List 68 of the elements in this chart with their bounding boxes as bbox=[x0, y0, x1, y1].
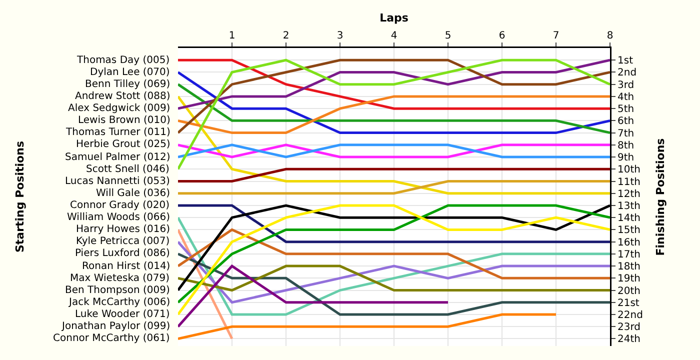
series-label: Scott Snell (046) bbox=[86, 164, 170, 175]
x-tick-label: 2 bbox=[282, 30, 290, 42]
y2-tick-label: 20th bbox=[618, 286, 640, 297]
series-label: Benn Tilley (069) bbox=[85, 79, 170, 90]
y2-tick-label: 7th bbox=[618, 128, 634, 140]
y2-tick-label: 24th bbox=[618, 334, 640, 346]
x-tick-label: 8 bbox=[606, 30, 614, 42]
x-tick-label: 4 bbox=[390, 30, 398, 42]
y2-tick-label: 15th bbox=[618, 225, 640, 236]
y2-tick-label: 3rd bbox=[618, 80, 634, 91]
line-series bbox=[178, 58, 610, 134]
y2-tick-label: 16th bbox=[618, 237, 640, 248]
series-label: Lucas Nannetti (053) bbox=[65, 176, 170, 187]
y2-tick-label: 6th bbox=[618, 116, 634, 128]
x-tick-label: 1 bbox=[228, 30, 236, 42]
series-label: Connor Grady (020) bbox=[70, 200, 170, 211]
y2-tick-label: 1st bbox=[618, 56, 634, 67]
series-label: Herbie Grout (025) bbox=[76, 139, 170, 150]
x-tick-label: 3 bbox=[336, 30, 344, 42]
series-label: Piers Luxford (086) bbox=[75, 248, 170, 259]
series-label: Dylan Lee (070) bbox=[90, 67, 170, 78]
series-label: Ronan Hirst (014) bbox=[82, 261, 170, 272]
y2-tick-label: 18th bbox=[618, 262, 640, 273]
series-label: William Woods (066) bbox=[67, 212, 170, 223]
y2-tick-label: 13th bbox=[618, 200, 640, 212]
series-label: Samuel Palmer (012) bbox=[65, 152, 170, 163]
y2-tick-label: 4th bbox=[618, 92, 634, 103]
series-label: Lewis Brown (010) bbox=[78, 115, 170, 126]
series-label: Jonathan Paylor (099) bbox=[61, 321, 170, 332]
y2-tick-label: 8th bbox=[618, 140, 634, 152]
series-label: Thomas Day (005) bbox=[76, 55, 170, 66]
y2-tick-label: 19th bbox=[618, 274, 640, 285]
series-label: Will Gale (036) bbox=[96, 188, 170, 199]
line-series bbox=[178, 58, 610, 110]
y2-tick-label: 11th bbox=[618, 176, 640, 188]
series-label: Kyle Petricca (007) bbox=[76, 236, 170, 247]
series-label: Andrew Stott (088) bbox=[75, 91, 170, 102]
x-tick-label: 5 bbox=[444, 30, 452, 42]
y2-tick-label: 2nd bbox=[618, 68, 637, 79]
y2-tick-label: 21st bbox=[618, 298, 640, 309]
series-label: Jack McCarthy (006) bbox=[68, 297, 170, 308]
x-axis-title: Laps bbox=[380, 11, 409, 24]
text: Starting Positions bbox=[14, 140, 26, 252]
y2-tick-label: 14th bbox=[618, 213, 640, 224]
line-series bbox=[178, 95, 610, 195]
y2-tick-label: 5th bbox=[618, 104, 634, 116]
y2-tick-label: 17th bbox=[618, 249, 640, 260]
line-series bbox=[178, 58, 610, 170]
x-tick-label: 6 bbox=[498, 30, 506, 42]
line-series bbox=[178, 252, 610, 316]
y2-tick-label: 10th bbox=[618, 164, 640, 176]
series-label: Harry Howes (016) bbox=[76, 224, 170, 235]
series-label: Thomas Turner (011) bbox=[65, 127, 170, 138]
series-label: Alex Sedgwick (009) bbox=[68, 103, 170, 114]
y2-tick-label: 12th bbox=[618, 188, 640, 200]
series-label: Ben Thompson (009) bbox=[65, 285, 170, 296]
line-series bbox=[178, 228, 610, 280]
series-label: Max Wieteska (079) bbox=[70, 273, 170, 284]
x-tick-label: 7 bbox=[552, 30, 560, 42]
y2-tick-label: 9th bbox=[618, 152, 634, 164]
y2-axis-title: Finishing Positions bbox=[654, 138, 667, 256]
y2-tick-label: 22nd bbox=[618, 310, 643, 321]
line-series bbox=[178, 240, 610, 304]
y2-tick-label: 23rd bbox=[618, 322, 641, 334]
line-series bbox=[178, 95, 610, 134]
series-label: Connor McCarthy (061) bbox=[53, 333, 170, 344]
line-series bbox=[178, 70, 610, 134]
series-label: Luke Wooder (071) bbox=[75, 309, 170, 320]
